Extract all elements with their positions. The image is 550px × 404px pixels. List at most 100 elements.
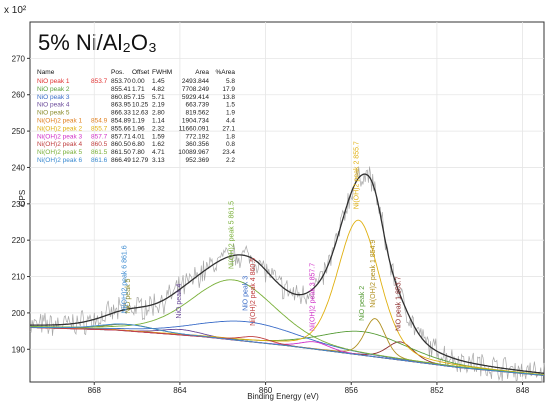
y-tick-label: 260 (12, 91, 26, 100)
peak-label: Ni(OH)2 peak 3 857.7 (310, 263, 317, 331)
table-cell: 12.79 (132, 157, 149, 164)
table-cell: 10.25 (132, 102, 149, 109)
y-tick-label: 220 (12, 236, 26, 245)
peak-label: NiO peak 5 (125, 278, 132, 313)
table-row-name: Ni(OH)2 peak 3 (37, 133, 83, 140)
peak-label: Ni(OH)2 peak 5 861.5 (229, 201, 236, 269)
envelope-line (30, 173, 545, 374)
table-cell: 1.45 (152, 78, 165, 85)
table-row-name: NiO peak 5 (37, 110, 70, 117)
table-row-name: Ni(OH)2 peak 5 (37, 149, 83, 156)
table-cell: 7.80 (132, 149, 145, 156)
y-tick-label: 230 (12, 200, 26, 209)
x-axis-label: Binding Energy (eV) (247, 392, 319, 401)
table-cell: 1.14 (152, 118, 165, 125)
table-header: Area (195, 69, 209, 76)
y-tick-label: 250 (12, 127, 26, 136)
table-cell: 2.80 (152, 110, 165, 117)
peak-label: Ni(OH)2 peak 1 854.9 (370, 240, 377, 308)
table-cell: 952.369 (186, 157, 210, 164)
table-row-name: Ni(OH)2 peak 1 (37, 118, 83, 125)
table-cell: 7.15 (132, 94, 145, 101)
table-cell: 1.9 (226, 110, 235, 117)
table-cell: 861.50 (111, 149, 131, 156)
table-row-tag: 860.5 (91, 141, 108, 148)
table-cell: 5.8 (226, 78, 235, 85)
table-cell: 1.96 (132, 125, 145, 132)
y-multiplier: x 10² (4, 5, 27, 16)
table-row-tag: 861.5 (91, 149, 108, 156)
table-cell: 0.8 (226, 141, 235, 148)
y-tick-label: 210 (12, 273, 26, 282)
table-header: FWHM (152, 69, 172, 76)
component-nioh2-peak-5 (30, 279, 545, 376)
table-cell: 2.32 (152, 125, 165, 132)
table-cell: 27.1 (222, 125, 235, 132)
table-cell: 11660.091 (179, 125, 210, 132)
table-row-tag: 861.6 (91, 157, 108, 164)
peak-label: Ni(OH)2 peak 6 861.6 (122, 245, 129, 313)
table-cell: 1.71 (132, 86, 145, 93)
table-cell: 866.33 (111, 110, 131, 117)
table-cell: 2.2 (226, 157, 235, 164)
y-axis-label: CPS (18, 190, 27, 206)
table-row-name: NiO peak 3 (37, 94, 70, 101)
plot-frame (29, 21, 545, 383)
y-tick-label: 270 (12, 54, 26, 63)
table-cell: 0.00 (132, 78, 145, 85)
table-cell: 860.50 (111, 141, 131, 148)
table-row-tag: 855.7 (91, 125, 108, 132)
table-cell: 13.8 (222, 94, 235, 101)
table-cell: 10089.967 (178, 149, 209, 156)
table-cell: 5.71 (152, 94, 165, 101)
component-nioh2-peak-6 (29, 323, 545, 376)
table-cell: 819.562 (186, 110, 210, 117)
table-row-name: NiO peak 4 (37, 102, 70, 109)
table-cell: 4.82 (152, 86, 165, 93)
table-cell: 853.70 (111, 78, 131, 85)
table-cell: 4.71 (152, 149, 165, 156)
table-cell: 1.8 (226, 133, 235, 140)
table-cell: 5929.414 (182, 94, 209, 101)
table-cell: 866.49 (111, 157, 131, 164)
table-cell: 2.19 (152, 102, 165, 109)
table-row-name: Ni(OH)2 peak 4 (37, 141, 83, 148)
x-tick-label: 848 (516, 386, 530, 395)
peak-label: NiO peak 3 (242, 276, 249, 311)
table-cell: 1.59 (152, 133, 165, 140)
grid (30, 22, 544, 382)
peak-table: Name Pos. Offset FWHM Area %Area NiO peak 1 853… (37, 69, 235, 164)
table-cell: 3.13 (152, 157, 165, 164)
x-tick-label: 860 (259, 386, 273, 395)
table-cell: 4.4 (226, 118, 235, 125)
peak-labels: NiO peak 1 853.7 NiO peak 2 NiO peak 3 NiO … (122, 141, 403, 331)
peak-label: NiO peak 2 (359, 286, 366, 321)
table-cell: 12.63 (132, 110, 149, 117)
table-row-name: NiO peak 2 (37, 86, 70, 93)
table-cell: 772.192 (186, 133, 210, 140)
table-header: %Area (215, 69, 235, 76)
table-cell: 1.5 (226, 102, 235, 109)
x-tick-label: 868 (88, 386, 102, 395)
table-row-tag: 857.7 (91, 133, 108, 140)
raw-spectrum-line (29, 166, 545, 383)
curves (29, 166, 545, 383)
x-tick-label: 856 (345, 386, 359, 395)
table-cell: 857.71 (111, 133, 131, 140)
x-tick-label: 864 (173, 386, 187, 395)
table-cell: 2493.844 (182, 78, 209, 85)
table-cell: 860.85 (111, 94, 131, 101)
table-cell: 6.80 (132, 141, 145, 148)
table-cell: 4.01 (132, 133, 145, 140)
table-cell: 23.4 (222, 149, 235, 156)
table-row-name: Ni(OH)2 peak 2 (37, 125, 83, 132)
y-tick-label: 200 (12, 309, 26, 318)
peak-label: NiO peak 1 853.7 (396, 276, 403, 331)
y-axis-ticks: 190 200 210 220 230 240 250 260 270 (12, 54, 30, 354)
table-cell: 17.9 (222, 86, 235, 93)
y-tick-label: 190 (12, 345, 26, 354)
table-cell: 854.89 (111, 118, 131, 125)
y-tick-label: 240 (12, 163, 26, 172)
